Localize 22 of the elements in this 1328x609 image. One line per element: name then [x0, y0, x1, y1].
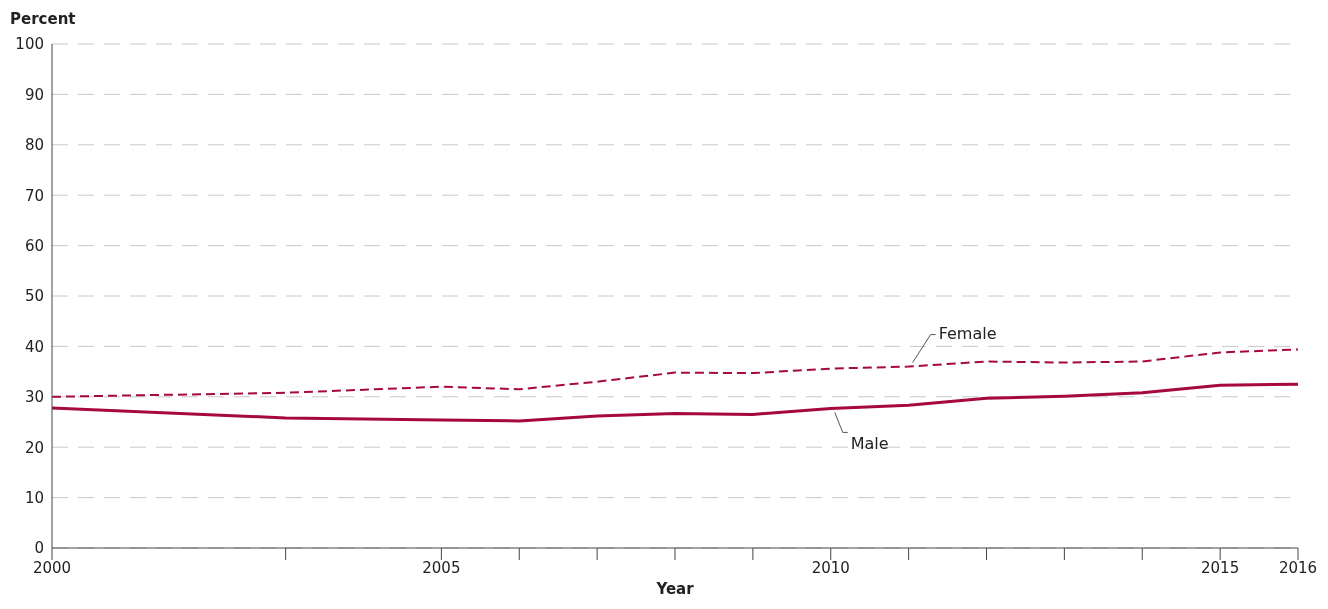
- x-tick-label: 2000: [32, 558, 72, 577]
- y-tick-label: 40: [24, 337, 44, 356]
- x-tick-label: 2015: [1201, 558, 1240, 577]
- y-tick-label: 20: [24, 438, 44, 457]
- y-tick-label: 60: [24, 236, 44, 255]
- y-axis-title: Percent: [10, 10, 76, 28]
- y-tick-label: 0: [34, 539, 44, 558]
- x-tick-label: 2016: [1278, 558, 1318, 577]
- x-tick-label: 2010: [811, 558, 850, 577]
- y-tick-label: 80: [24, 136, 44, 155]
- x-tick-label: 2005: [422, 558, 461, 577]
- y-tick-label: 30: [24, 388, 44, 407]
- line-series: [52, 348, 1298, 398]
- y-tick-label: 90: [24, 85, 44, 104]
- line-series: [52, 382, 1298, 423]
- series-label: Male: [850, 433, 889, 453]
- y-tick-label: 70: [24, 186, 44, 205]
- y-tick-label: 100: [15, 35, 44, 54]
- series-label: Female: [938, 324, 997, 344]
- y-tick-label: 10: [24, 488, 44, 507]
- x-axis-title: Year: [655, 580, 695, 598]
- y-tick-label: 50: [24, 287, 44, 306]
